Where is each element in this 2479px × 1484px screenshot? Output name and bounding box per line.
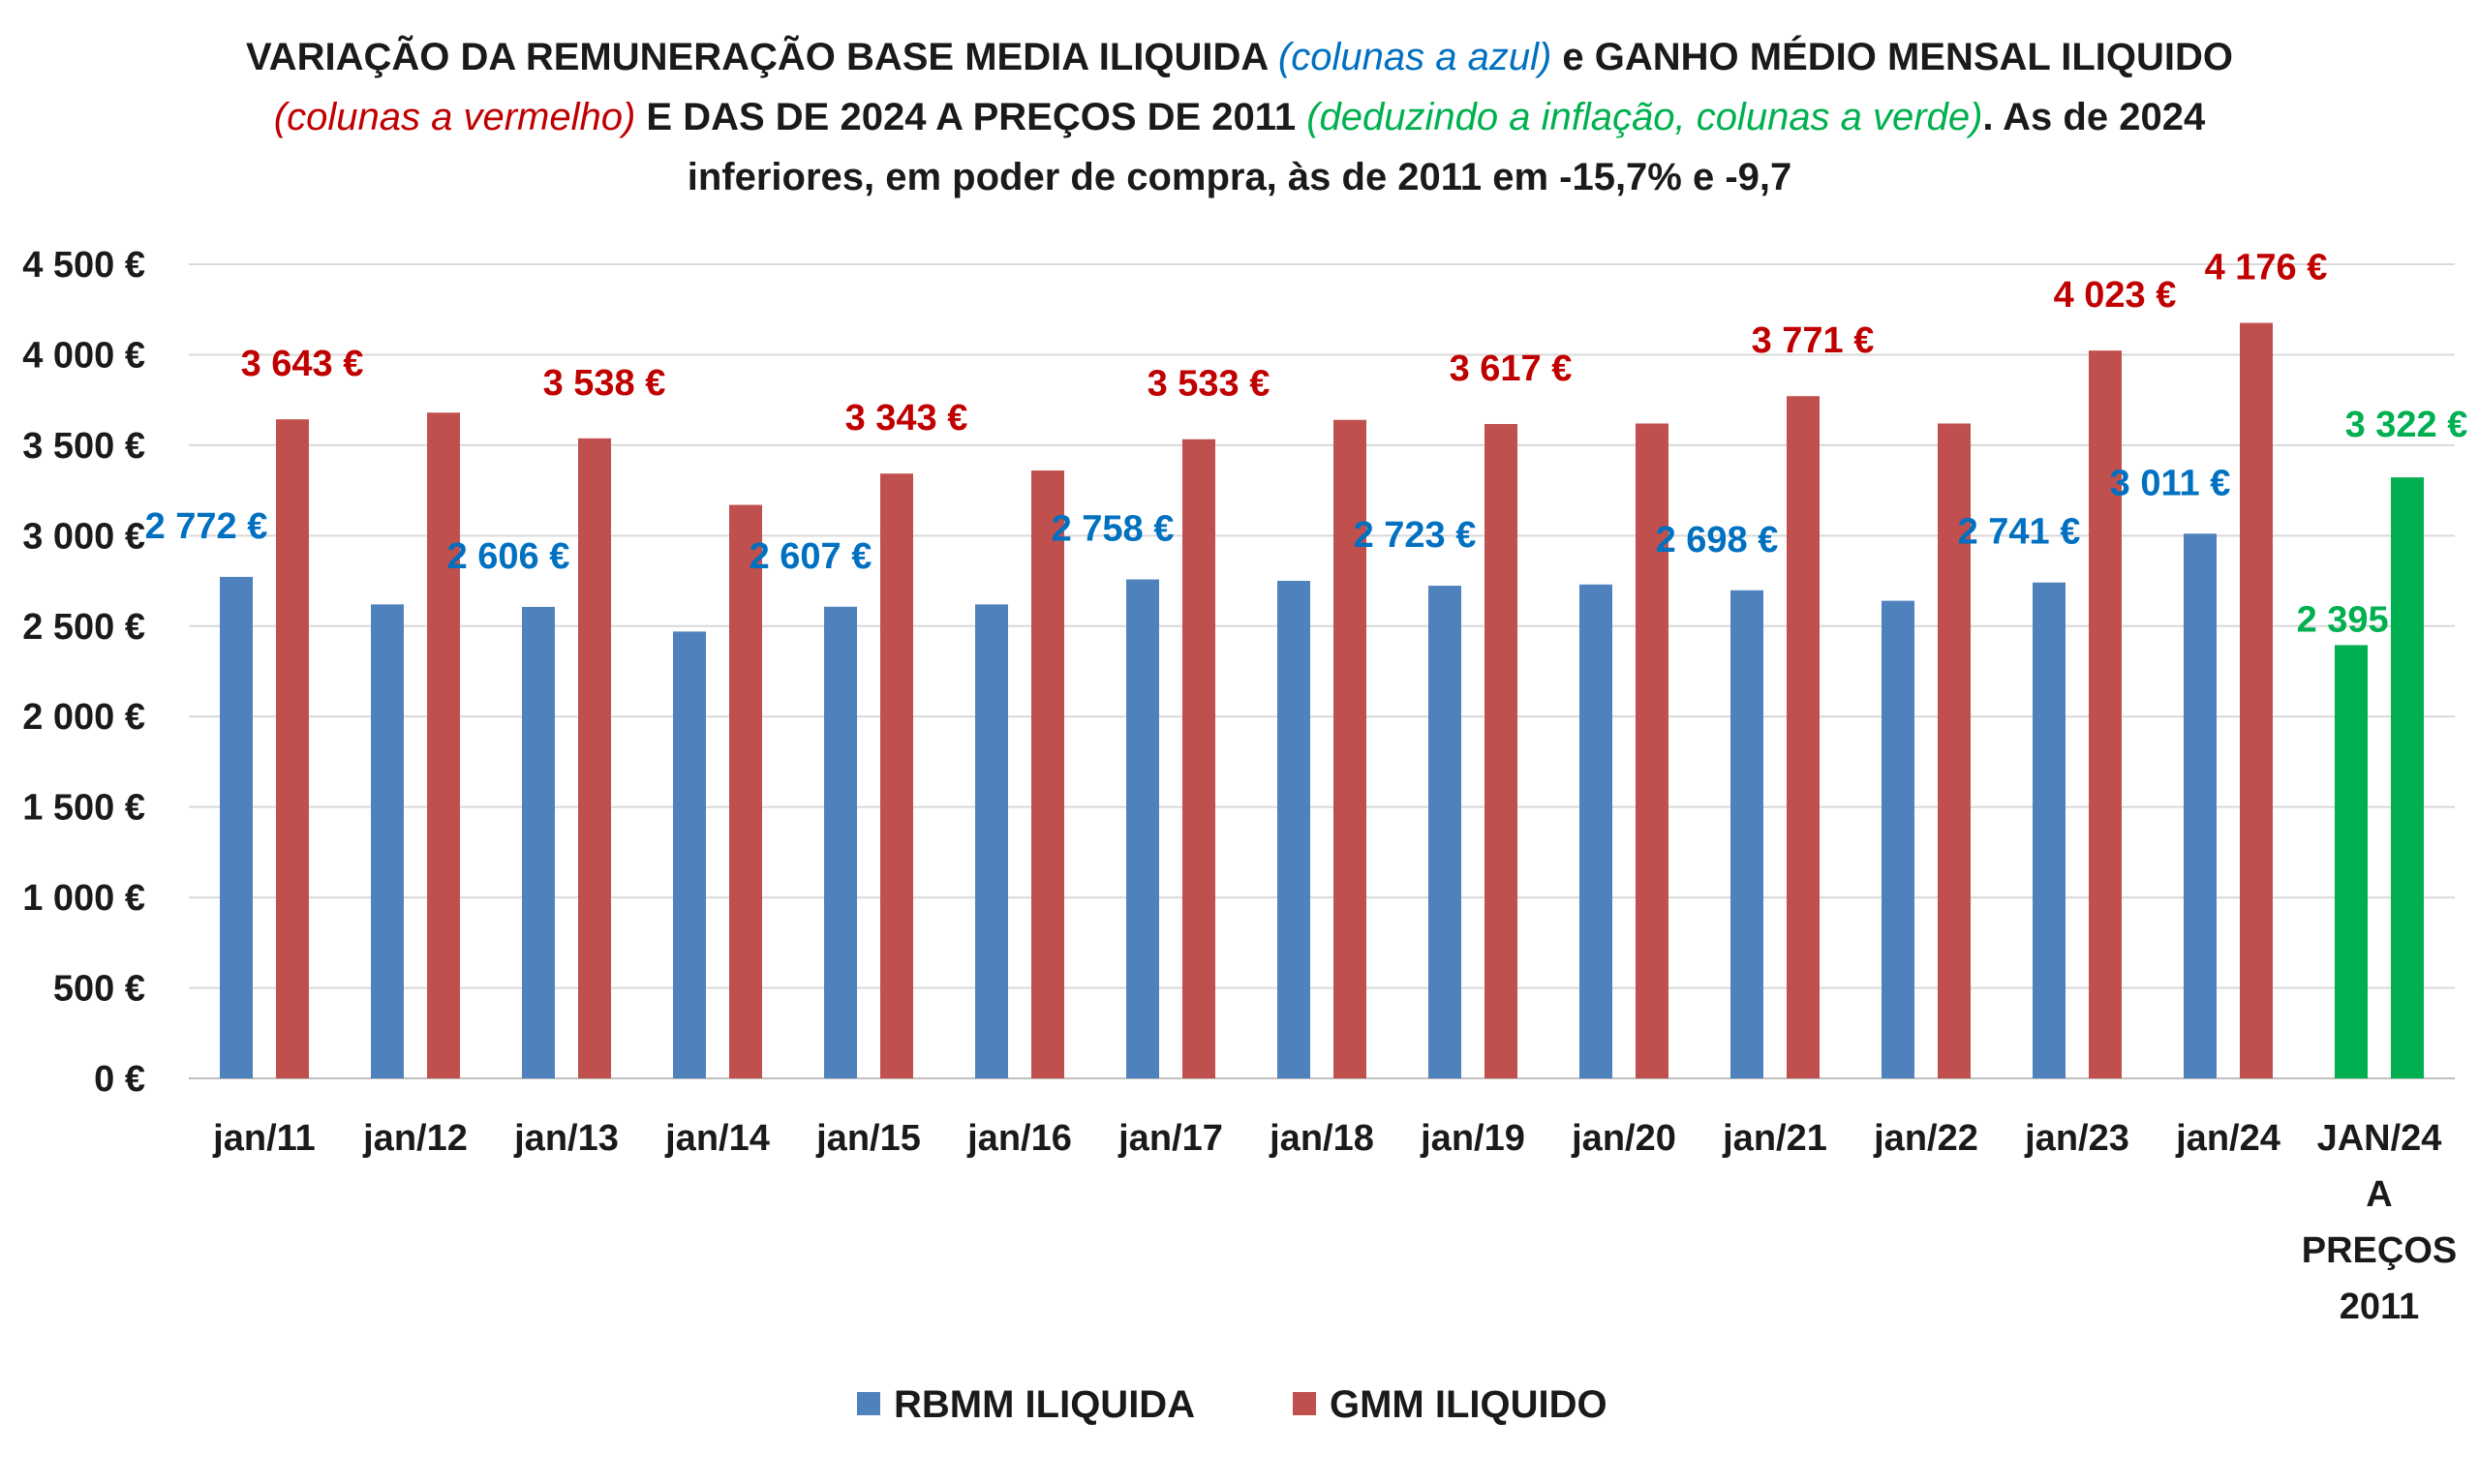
y-tick-label: 4 000 € xyxy=(22,335,145,376)
legend-swatch xyxy=(857,1392,880,1415)
bar-gmm xyxy=(1938,423,1971,1078)
x-tick-label: jan/12 xyxy=(362,1118,468,1159)
data-label-gmm: 4 023 € xyxy=(2054,275,2177,316)
x-tick-label: jan/11 xyxy=(212,1118,316,1159)
bar-rbmm xyxy=(522,606,555,1078)
chart-title-line-2: (colunas a vermelho) E DAS DE 2024 A PRE… xyxy=(274,96,2206,138)
title-segment: (colunas a azul) xyxy=(1278,36,1551,78)
title-segment: (deduzindo a inflação, colunas a verde) xyxy=(1306,96,1982,138)
title-segment: VARIAÇÃO DA REMUNERAÇÃO BASE MEDIA ILIQU… xyxy=(246,34,1278,78)
x-tick-label: JAN/24 xyxy=(2317,1118,2442,1159)
data-label-rbmm: 2 698 € xyxy=(1656,520,1779,560)
data-label-rbmm: 2 772 € xyxy=(145,506,268,547)
data-label-rbmm: 3 011 € xyxy=(2110,463,2231,503)
x-tick-label: jan/20 xyxy=(1571,1118,1676,1159)
y-tick-label: 3 500 € xyxy=(22,426,145,467)
data-label-rbmm: 2 741 € xyxy=(1958,512,2081,553)
x-tick-label: jan/18 xyxy=(1269,1118,1374,1159)
x-tick-label: jan/19 xyxy=(1420,1118,1525,1159)
y-tick-label: 2 000 € xyxy=(22,697,145,738)
y-tick-label: 2 500 € xyxy=(22,607,145,648)
title-segment: e GANHO MÉDIO MENSAL ILIQUIDO xyxy=(1551,35,2233,78)
chart-title-line-1: VARIAÇÃO DA REMUNERAÇÃO BASE MEDIA ILIQU… xyxy=(246,34,2233,78)
bar-rbmm xyxy=(371,604,404,1078)
title-segment: E DAS DE 2024 A PREÇOS DE 2011 xyxy=(635,96,1306,138)
data-label-rbmm: 2 606 € xyxy=(447,536,570,577)
x-tick-label: jan/22 xyxy=(1873,1118,1978,1159)
y-tick-label: 1 500 € xyxy=(22,788,145,829)
bar-gmm xyxy=(1636,423,1668,1078)
data-label-rbmm: 2 723 € xyxy=(1354,515,1477,556)
title-segment: inferiores, em poder de compra, às de 20… xyxy=(688,156,1792,198)
x-tick-label: jan/24 xyxy=(2175,1118,2280,1159)
legend-label: RBMM ILIQUIDA xyxy=(894,1383,1195,1426)
bar-gmm xyxy=(2391,477,2424,1078)
title-segment: (colunas a vermelho) xyxy=(274,96,636,138)
data-label-gmm: 4 176 € xyxy=(2205,248,2328,288)
bar-rbmm xyxy=(1126,579,1159,1078)
bar-rbmm xyxy=(824,606,857,1078)
bar-gmm xyxy=(1787,396,1820,1078)
bar-rbmm xyxy=(1579,584,1612,1078)
bar-gmm xyxy=(2089,350,2122,1078)
x-tick-label: A xyxy=(2366,1174,2392,1215)
bar-gmm xyxy=(880,473,913,1078)
y-tick-label: 3 000 € xyxy=(22,516,145,557)
bar-rbmm xyxy=(1277,581,1310,1078)
x-tick-label: PREÇOS xyxy=(2302,1230,2457,1271)
data-label-gmm: 3 533 € xyxy=(1148,364,1270,405)
bar-rbmm xyxy=(2335,645,2368,1078)
bar-rbmm xyxy=(1730,590,1763,1078)
data-label-gmm: 3 617 € xyxy=(1450,348,1573,389)
x-tick-label: 2011 xyxy=(2340,1287,2419,1327)
bar-gmm xyxy=(1182,439,1215,1078)
legend-swatch xyxy=(1293,1392,1316,1415)
bar-gmm xyxy=(729,504,762,1078)
bar-gmm xyxy=(1031,470,1064,1078)
bar-gmm xyxy=(578,438,611,1078)
bar-gmm xyxy=(427,412,460,1078)
bar-rbmm xyxy=(220,576,253,1078)
y-tick-label: 4 500 € xyxy=(22,245,145,286)
data-label-gmm: 3 643 € xyxy=(241,344,364,384)
x-tick-label: jan/16 xyxy=(966,1118,1072,1159)
y-tick-label: 0 € xyxy=(94,1059,145,1100)
x-tick-label: jan/23 xyxy=(2024,1118,2129,1159)
x-tick-label: jan/17 xyxy=(1117,1118,1223,1159)
data-label-rbmm: 2 607 € xyxy=(750,536,872,577)
legend-label: GMM ILIQUIDO xyxy=(1330,1383,1607,1426)
bar-gmm xyxy=(1333,419,1366,1078)
x-tick-label: jan/21 xyxy=(1722,1118,1827,1159)
bar-rbmm xyxy=(1882,600,1914,1078)
data-label-gmm: 3 538 € xyxy=(543,363,666,404)
x-tick-label: jan/13 xyxy=(513,1118,619,1159)
data-label-gmm: 3 771 € xyxy=(1752,320,1875,361)
y-tick-label: 1 000 € xyxy=(22,878,145,919)
bar-rbmm xyxy=(2184,533,2217,1078)
title-segment: . As de 2024 xyxy=(1982,96,2206,138)
bar-rbmm xyxy=(2033,582,2066,1078)
bar-gmm xyxy=(1484,424,1517,1078)
chart-title-line-3: inferiores, em poder de compra, às de 20… xyxy=(688,156,1792,198)
bar-rbmm xyxy=(673,631,706,1078)
bar-gmm xyxy=(276,419,309,1078)
data-label-rbmm: 2 758 € xyxy=(1052,509,1175,550)
bar-rbmm xyxy=(975,604,1008,1078)
bar-gmm xyxy=(2240,322,2273,1078)
data-label-gmm: 3 343 € xyxy=(845,398,968,439)
x-tick-label: jan/14 xyxy=(664,1118,770,1159)
bar-rbmm xyxy=(1428,586,1461,1078)
x-tick-label: jan/15 xyxy=(815,1118,921,1159)
y-tick-label: 500 € xyxy=(53,969,145,1010)
data-label-gmm: 3 322 € xyxy=(2345,405,2468,445)
